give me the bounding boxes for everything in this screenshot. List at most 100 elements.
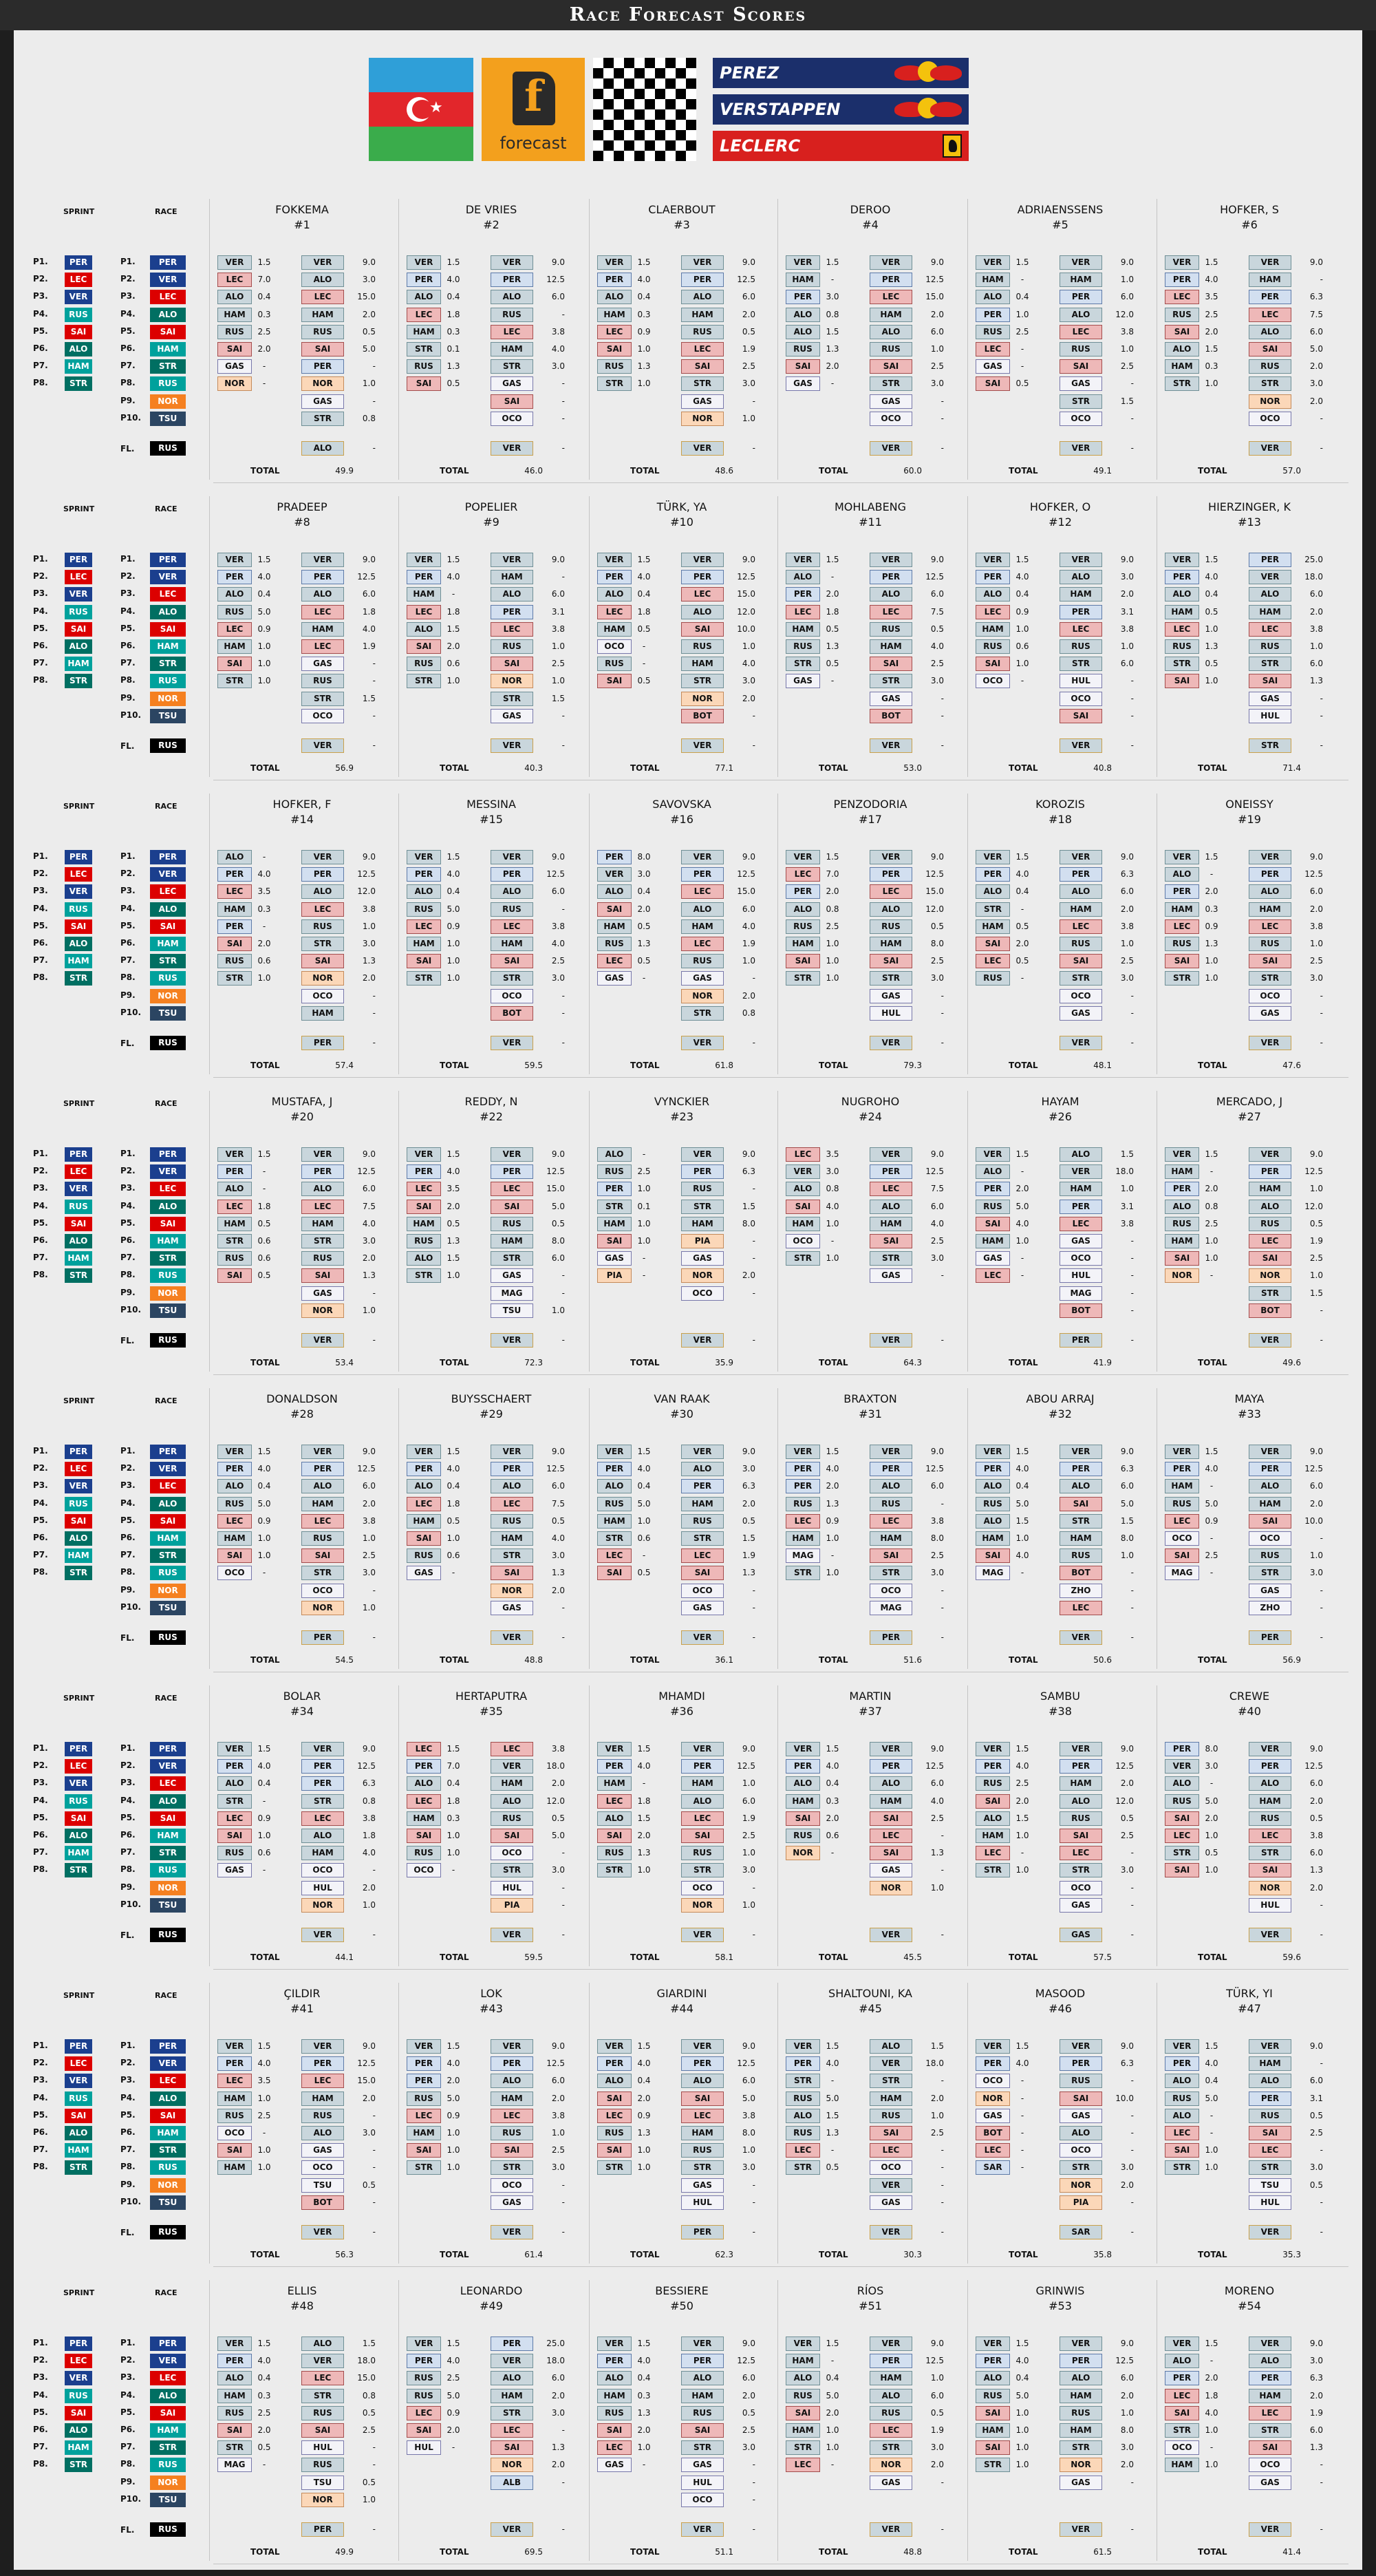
sprint-points: 0.4: [637, 1481, 651, 1491]
sprint-position-label: P2.: [33, 1463, 48, 1473]
race-pick: HAM: [1249, 902, 1291, 917]
sprint-points: 1.0: [1015, 624, 1029, 634]
race-points: 12.5: [925, 572, 944, 582]
actual-race-driver: PER: [150, 850, 186, 864]
column-divider: [398, 496, 399, 777]
player-total: 36.1: [715, 1655, 733, 1665]
sprint-position-label: P6.: [33, 2425, 48, 2434]
race-pick: HAM: [681, 2388, 724, 2403]
race-pick: GAS: [491, 376, 533, 392]
sprint-points: 0.5: [257, 1270, 271, 1281]
sprint-position-label: P4.: [33, 1498, 48, 1508]
sprint-points: 0.4: [447, 292, 460, 302]
sprint-position-label: P2.: [33, 274, 48, 284]
actual-sprint-driver: VER: [65, 884, 92, 900]
fastest-lap-pick: PER: [1060, 1333, 1102, 1348]
fastest-lap-pick: VER: [681, 1333, 724, 1348]
actual-sprint-driver: VER: [65, 1776, 92, 1791]
race-points: 9.0: [1309, 257, 1323, 267]
race-pick: LEC: [301, 604, 344, 619]
race-points: 6.0: [551, 2373, 565, 2383]
sprint-points: 1.0: [1015, 1831, 1029, 1840]
sprint-pick: STR: [976, 1863, 1010, 1878]
race-points: 3.0: [362, 1236, 376, 1246]
forecast-section: SPRINT RACE P1. PER P1. PER P2. LEC P2. VER P3. VER…: [14, 1091, 1362, 1388]
actual-race-driver: TSU: [150, 411, 186, 426]
race-pick: OCO: [301, 1583, 344, 1598]
actual-fastest-lap: RUS: [150, 1036, 186, 1050]
race-pick: SAI: [681, 2091, 724, 2106]
race-pick: PER: [1060, 2056, 1102, 2072]
race-points: 1.8: [362, 1831, 376, 1840]
sprint-points: -: [1020, 1270, 1024, 1281]
sprint-header: SPRINT: [63, 2288, 95, 2297]
race-points: 3.8: [1120, 624, 1134, 634]
race-points: -: [372, 659, 376, 669]
race-points: 3.0: [1309, 2162, 1323, 2173]
sprint-pick: ALO: [407, 1776, 441, 1791]
column-divider: [967, 2280, 968, 2561]
fastest-lap-pick: PER: [1249, 1630, 1291, 1645]
sprint-pick: LEC: [217, 1513, 252, 1529]
fastest-lap-points: -: [372, 1335, 376, 1345]
sprint-pick: PER: [217, 919, 252, 934]
race-pick: PER: [681, 2354, 724, 2369]
total-label: TOTAL: [1198, 2250, 1227, 2259]
sprint-position-label: P3.: [33, 2372, 48, 2383]
player-total: 72.3: [524, 1358, 543, 1367]
race-pick: HAM: [870, 1793, 912, 1809]
race-position-label: P3.: [120, 1778, 136, 1788]
player-number: #50: [670, 2299, 694, 2312]
sprint-points: 1.8: [257, 1201, 271, 1211]
race-points: 2.0: [1120, 2180, 1134, 2190]
actual-sprint-driver: STR: [65, 1863, 92, 1878]
actual-race-driver: LEC: [150, 884, 186, 900]
player-total: 79.3: [903, 1061, 922, 1070]
total-label: TOTAL: [630, 1358, 660, 1367]
race-points: -: [1130, 1236, 1134, 1246]
race-pick: VER: [1060, 255, 1102, 270]
race-pick: LEC: [870, 604, 912, 619]
actual-race-driver: VER: [150, 1462, 186, 1477]
race-points: 3.0: [551, 361, 565, 372]
fastest-lap-points: -: [1320, 2227, 1323, 2237]
race-pick: STR: [1249, 2423, 1291, 2438]
sprint-points: 4.0: [257, 1464, 271, 1474]
race-pick: ALO: [681, 290, 724, 305]
sprint-pick: STR: [1165, 376, 1199, 392]
race-pick: SAI: [301, 954, 344, 969]
sprint-points: -: [1020, 1167, 1024, 1177]
sprint-pick: SAI: [407, 1829, 441, 1843]
race-points: 2.0: [1120, 589, 1134, 599]
race-points: 9.0: [742, 555, 755, 564]
race-points: 4.0: [742, 659, 755, 669]
player-total: 59.5: [524, 1952, 543, 1962]
player-name: MERCADO, J: [1216, 1095, 1283, 1108]
fastest-lap-points: -: [1320, 1930, 1323, 1939]
race-pick: GAS: [301, 1286, 344, 1301]
player-name: HIERZINGER, K: [1208, 500, 1291, 513]
race-points: 3.8: [551, 2110, 565, 2120]
sprint-pick: RUS: [1165, 1496, 1199, 1511]
race-points: 0.5: [1309, 2110, 1323, 2120]
sprint-pick: ALO: [597, 884, 632, 900]
sprint-points: 1.0: [1015, 309, 1029, 319]
actual-race-driver: PER: [150, 1445, 186, 1459]
race-pick: PER: [681, 1164, 724, 1180]
race-points: 1.5: [1309, 1288, 1323, 1298]
sprint-points: 3.0: [1205, 1761, 1218, 1771]
race-points: 9.0: [1120, 1744, 1134, 1754]
race-points: 12.5: [925, 1761, 944, 1771]
race-points: -: [1130, 2477, 1134, 2487]
sprint-position-label: P6.: [33, 2127, 48, 2137]
sprint-points: -: [1020, 2110, 1024, 2120]
sprint-pick: PER: [407, 2074, 441, 2089]
sprint-points: 4.0: [447, 572, 460, 582]
race-pick: PER: [301, 1759, 344, 1774]
sprint-pick: ALO: [976, 1811, 1010, 1826]
race-pick: PER: [1060, 1759, 1102, 1774]
race-pick: STR: [870, 971, 912, 986]
race-points: -: [1130, 1585, 1134, 1595]
race-points: 7.5: [551, 1498, 565, 1509]
race-points: 3.0: [930, 676, 944, 686]
